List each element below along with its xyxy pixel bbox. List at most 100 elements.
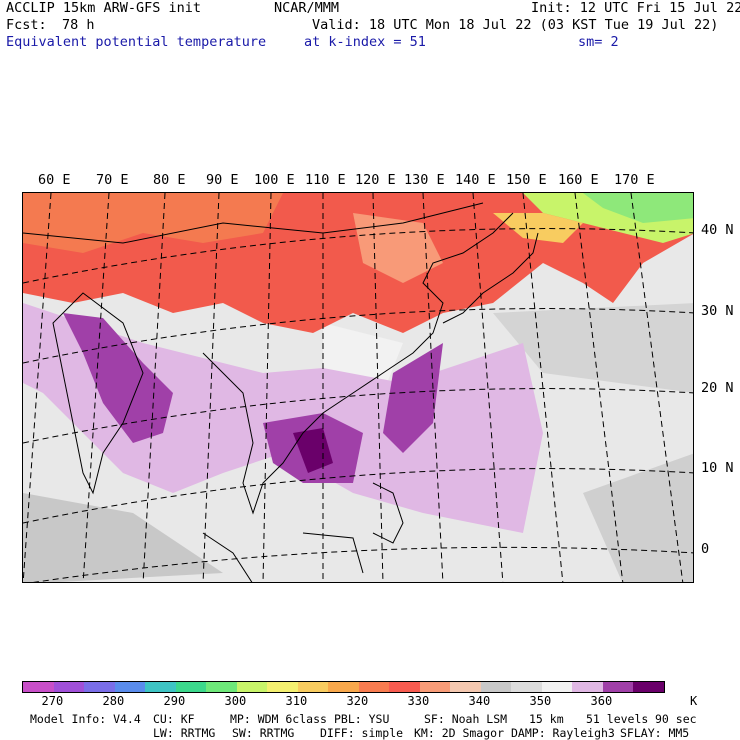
graticule-lon-60e <box>23 193 52 582</box>
colorbar-swatch <box>480 682 511 692</box>
lon-label-140e: 140 E <box>455 172 496 188</box>
resolution: 15 km <box>529 712 564 726</box>
coastlines <box>23 202 539 582</box>
graticule-lat-20n <box>23 388 693 444</box>
colorbar-swatch <box>328 682 359 692</box>
colorbar-swatch <box>23 682 54 692</box>
graticule <box>23 193 693 582</box>
colorbar-swatch <box>145 682 176 692</box>
coast-east-asia <box>202 212 514 515</box>
colorbar <box>22 681 665 693</box>
model-info: Model Info: V4.4 <box>30 712 141 726</box>
colorbar-swatch <box>53 682 84 692</box>
grey-patch-sw <box>23 493 223 582</box>
km-option: KM: 2D Smagor <box>414 726 505 740</box>
time-step: 90 sec <box>655 712 697 726</box>
purple-core-india <box>63 313 173 443</box>
lon-label-120e: 120 E <box>355 172 396 188</box>
level-label: at k-index = 51 <box>304 34 426 50</box>
organization-label: NCAR/MMM <box>274 0 340 16</box>
smoothing-label: sm= 2 <box>578 34 619 50</box>
lon-label-170e: 170 E <box>614 172 655 188</box>
sf-scheme: SF: Noah LSM <box>424 712 508 726</box>
colorbar-unit: K <box>690 694 698 708</box>
colorbar-swatch <box>450 682 481 692</box>
colorbar-swatch <box>572 682 603 692</box>
cu-scheme: CU: KF <box>153 712 195 726</box>
colorbar-swatch <box>541 682 572 692</box>
forecast-hours: 78 h <box>62 17 95 33</box>
colorbar-tick-label: 300 <box>224 694 247 708</box>
graticule-lat-40n <box>23 228 693 284</box>
colorbar-tick-label: 360 <box>590 694 613 708</box>
coast-borneo <box>302 532 364 574</box>
colorbar-tick-label: 280 <box>102 694 125 708</box>
colorbar-tick-label: 330 <box>407 694 430 708</box>
colorbar-swatch <box>84 682 115 692</box>
theta-e-map <box>22 192 694 583</box>
graticule-lat-equator <box>33 546 693 582</box>
graticule-lon-80e <box>142 193 166 582</box>
colorbar-swatch <box>633 682 664 692</box>
mp-scheme: MP: WDM 6class <box>230 712 327 726</box>
graticule-lon-170e <box>630 193 684 582</box>
colorbar-swatch <box>267 682 298 692</box>
colorbar-tick-label: 270 <box>41 694 64 708</box>
lon-label-60e: 60 E <box>38 172 71 188</box>
lon-label-160e: 160 E <box>558 172 599 188</box>
sw-scheme: SW: RRTMG <box>232 726 295 740</box>
colorbar-swatch <box>206 682 237 692</box>
lat-label-10n: 10 N <box>701 460 734 476</box>
lon-label-90e: 90 E <box>206 172 239 188</box>
colorbar-tick-label: 350 <box>529 694 552 708</box>
light-purple-monsoon <box>23 303 543 533</box>
lon-label-80e: 80 E <box>153 172 186 188</box>
orange-patch-okhotsk <box>493 213 583 243</box>
colorbar-swatch <box>236 682 267 692</box>
lat-label-20n: 20 N <box>701 380 734 396</box>
darkest-core-south-china-sea <box>293 428 333 473</box>
lat-label-40n: 40 N <box>701 222 734 238</box>
graticule-lon-120e <box>372 193 384 582</box>
graticule-lon-70e <box>82 193 110 582</box>
graticule-lat-10n <box>23 468 693 524</box>
damping: DAMP: Rayleigh3 <box>511 726 615 740</box>
border-north <box>23 202 484 244</box>
field-name: Equivalent potential temperature <box>6 34 267 50</box>
init-time: Init: 12 UTC Fri 15 Jul 22 <box>531 0 740 16</box>
coast-philippines <box>372 482 404 544</box>
forecast-label: Fcst: <box>6 17 47 33</box>
pink-patch-north-china <box>353 213 443 283</box>
colorbar-swatch <box>419 682 450 692</box>
lon-label-100e: 100 E <box>254 172 295 188</box>
graticule-lat-30n <box>23 308 693 364</box>
diffusion: DIFF: simple <box>320 726 404 740</box>
lat-label-equator: 0 <box>701 541 710 557</box>
cooler-patch-siberia <box>583 193 693 223</box>
lw-scheme: LW: RRTMG <box>153 726 216 740</box>
colorbar-swatch <box>511 682 542 692</box>
colorbar-swatch <box>389 682 420 692</box>
colorbar-swatch <box>114 682 145 692</box>
lon-label-70e: 70 E <box>96 172 129 188</box>
model-title: ACCLIP 15km ARW-GFS init <box>6 0 202 16</box>
colorbar-swatch <box>297 682 328 692</box>
graticule-lon-140e <box>472 193 504 582</box>
grey-patch-ne <box>493 303 693 393</box>
graticule-lon-100e <box>262 193 272 582</box>
coast-india <box>52 292 144 495</box>
pbl-scheme: PBL: YSU <box>334 712 390 726</box>
colorbar-tick-label: 320 <box>346 694 369 708</box>
colorbar-swatch <box>175 682 206 692</box>
colorbar-tick-label: 310 <box>285 694 308 708</box>
coast-sumatra <box>202 532 253 582</box>
graticule-lon-130e <box>422 193 444 582</box>
purple-core-east-china <box>383 343 443 453</box>
valid-time: Valid: 18 UTC Mon 18 Jul 22 (03 KST Tue … <box>312 17 719 33</box>
colorbar-swatch <box>358 682 389 692</box>
colorbar-tick-label: 340 <box>468 694 491 708</box>
surface-layer: SFLAY: MM5 <box>620 726 690 740</box>
graticule-lon-150e <box>522 193 564 582</box>
vertical-levels: 51 levels <box>586 712 649 726</box>
lon-label-150e: 150 E <box>506 172 547 188</box>
